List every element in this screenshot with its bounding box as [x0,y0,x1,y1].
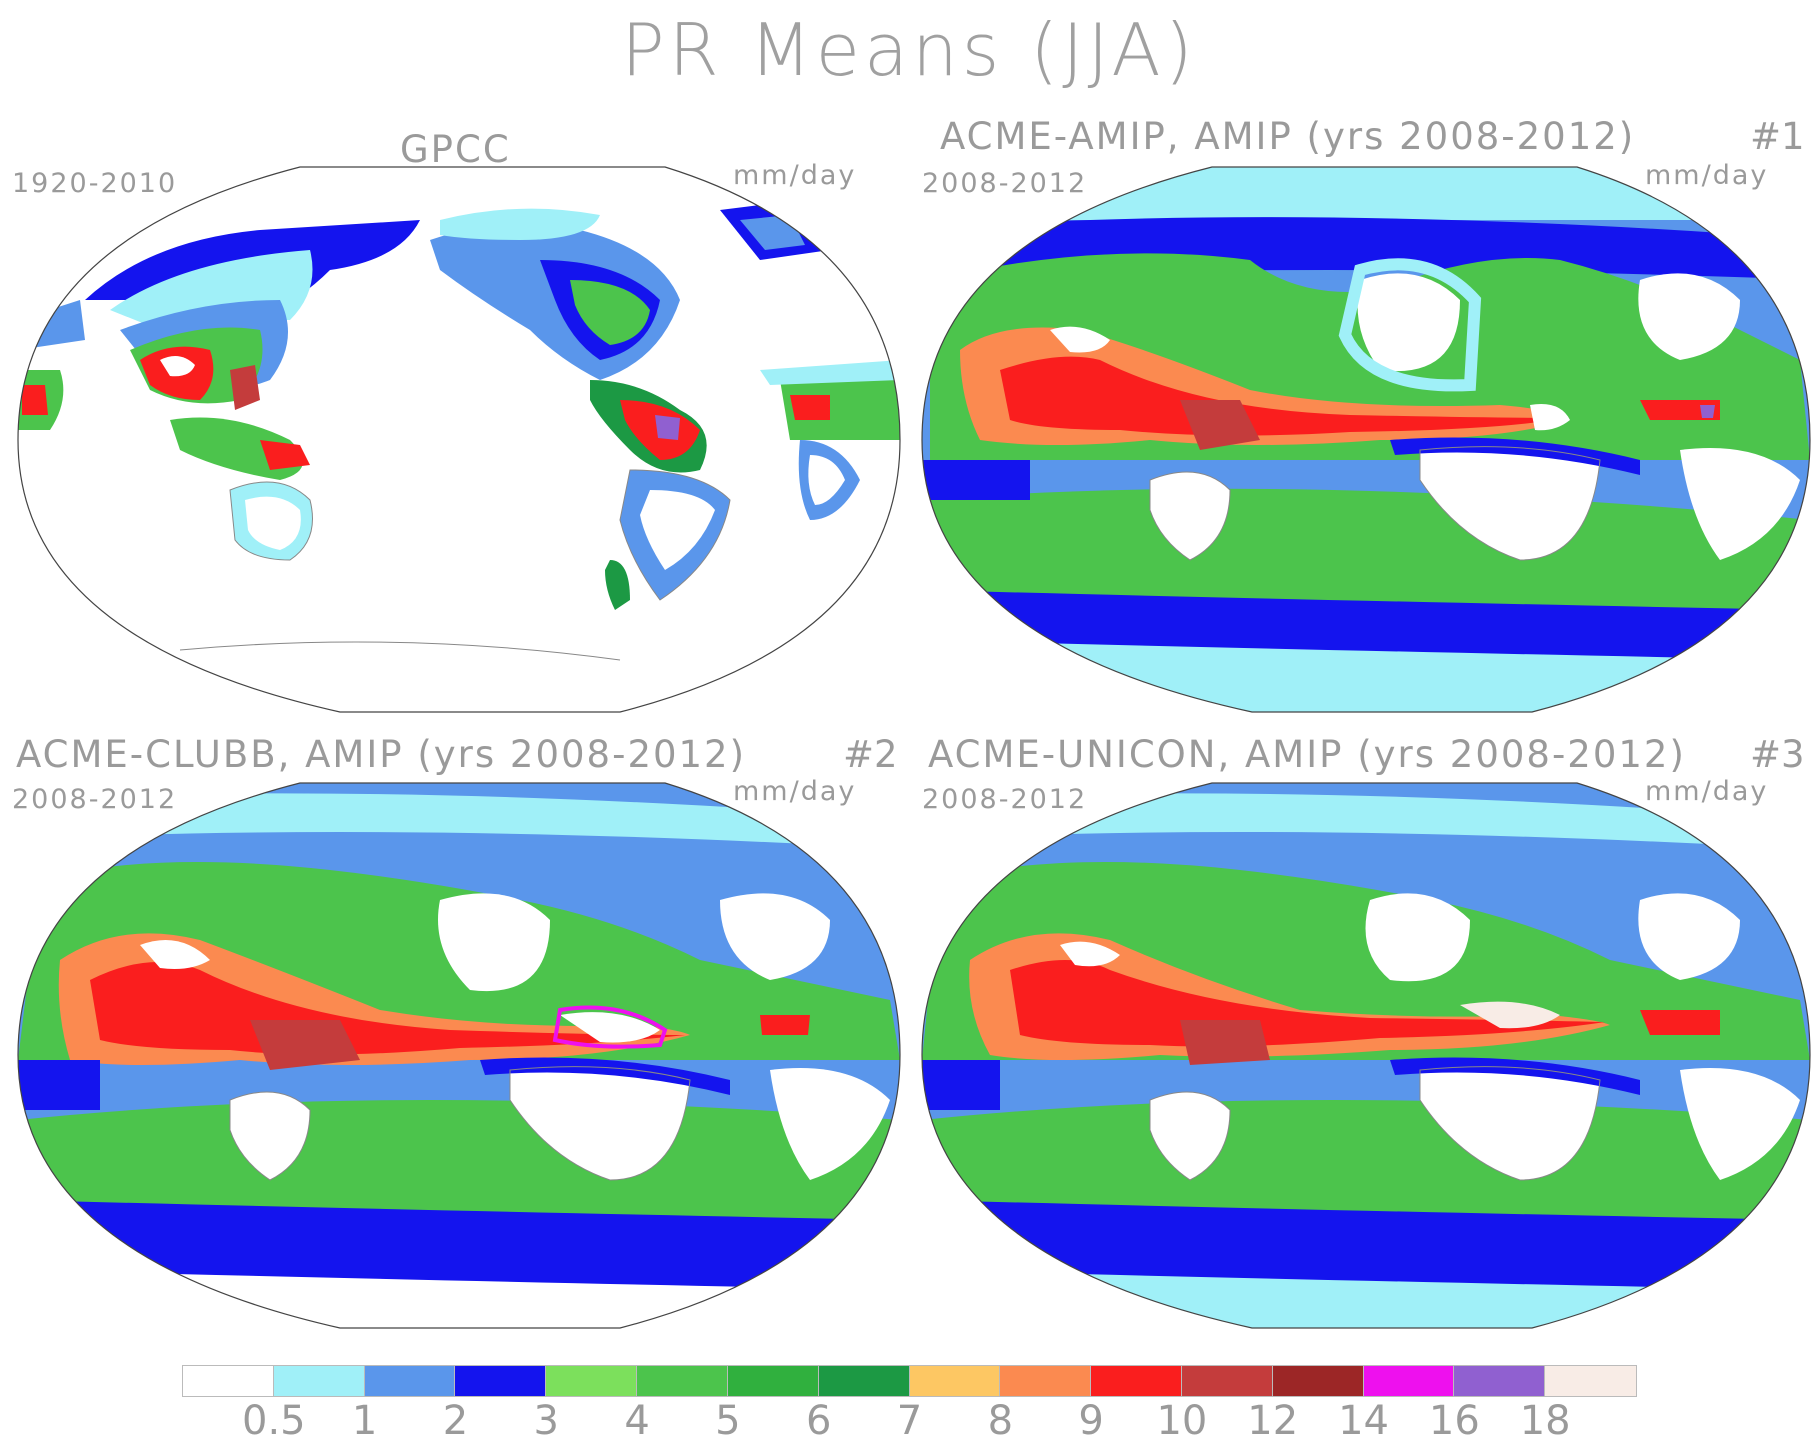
colorbar-label: 5 [715,1398,741,1444]
colorbar-swatch [908,1365,1002,1397]
panel-years: 1920-2010 [12,168,178,199]
colorbar-label: 12 [1247,1398,1299,1444]
colorbar-label: 1 [351,1398,378,1444]
panel-number: #2 [843,733,898,776]
colorbar-swatch [1090,1365,1183,1397]
colorbar-swatch [1271,1365,1365,1397]
panel-title: ACME-UNICON, AMIP (yrs 2008-2012) [928,733,1686,776]
colorbar-swatch [636,1365,729,1397]
colorbar-label: 8 [987,1398,1014,1444]
panel-number: #3 [1750,733,1805,776]
panel-units: mm/day [733,160,857,191]
figure-title: PR Means (JJA) [621,8,1197,92]
panel-years: 2008-2012 [922,168,1088,199]
colorbar-swatch [363,1365,457,1397]
panel-units: mm/day [733,776,857,807]
colorbar-swatch [1544,1365,1637,1397]
panel-units: mm/day [1645,776,1769,807]
panel-years: 2008-2012 [12,784,178,815]
colorbar-swatch [1362,1365,1456,1397]
panel-title: ACME-AMIP, AMIP (yrs 2008-2012) [940,115,1636,158]
panel-title: GPCC [400,128,511,171]
colorbar-swatch [1453,1365,1547,1397]
colorbar-label: 3 [533,1398,559,1444]
colorbar-label: 18 [1519,1398,1571,1444]
colorbar-swatch [545,1365,639,1397]
panel-units: mm/day [1645,160,1769,191]
colorbar-label: 14 [1338,1398,1390,1444]
colorbar-label: 6 [805,1398,832,1444]
panel-number: #1 [1750,115,1805,158]
colorbar-label: 16 [1428,1398,1480,1444]
colorbar-swatch [454,1365,548,1397]
colorbar-swatch [272,1365,366,1397]
colorbar-label: 7 [896,1398,923,1444]
panel-title: ACME-CLUBB, AMIP (yrs 2008-2012) [16,733,747,776]
colorbar-label: 0.5 [242,1398,306,1444]
panel-years: 2008-2012 [922,784,1088,815]
colorbar-swatch [999,1365,1093,1397]
colorbar-label: 10 [1156,1398,1208,1444]
colorbar-swatch [1180,1365,1274,1397]
colorbar-swatch [182,1365,275,1397]
colorbar-label: 9 [1078,1398,1104,1444]
colorbar-label: 4 [624,1398,650,1444]
colorbar-swatch [817,1365,911,1397]
colorbar-swatch [726,1365,820,1397]
colorbar-label: 2 [442,1398,469,1444]
